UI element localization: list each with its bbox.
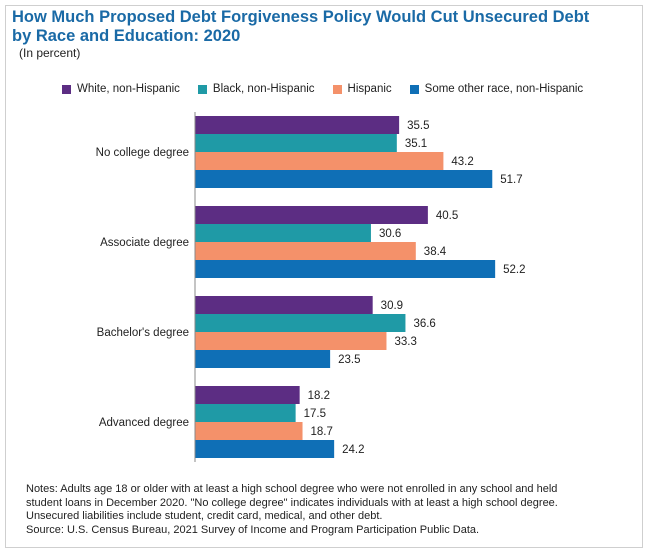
category-label: Advanced degree [99,417,189,429]
data-label: 38.4 [424,246,447,258]
category-label: Bachelor's degree [97,327,189,339]
notes: Notes: Adults age 18 or older with at le… [26,483,636,537]
legend-item-3: Some other race, non-Hispanic [409,83,584,95]
data-label: 52.2 [503,264,525,276]
data-label: 43.2 [451,156,473,168]
category-label: No college degree [96,147,189,159]
bar [195,224,371,242]
data-label: 18.2 [308,390,330,402]
notes-line-3: Unsecured liabilities include student, c… [26,510,383,522]
bar [195,152,444,170]
legend: White, non-Hispanic Black, non-Hispanic Hi… [62,81,601,97]
legend-item-1: Black, non-Hispanic [197,83,315,95]
chart-frame [5,5,643,548]
bar [195,440,335,458]
legend-item-2: Hispanic [332,83,392,95]
legend-item-0: White, non-Hispanic [62,83,180,95]
data-label: 35.5 [407,120,429,132]
data-label: 30.9 [381,300,403,312]
data-label: 17.5 [304,408,326,420]
bar [195,386,300,404]
legend-label: White, non-Hispanic [77,83,180,95]
category-label: Associate degree [100,237,189,249]
title-line-2: by Race and Education: 2020 [12,27,241,45]
data-label: 40.5 [436,210,458,222]
data-label: 36.6 [413,318,435,330]
bar [195,422,303,440]
data-label: 35.1 [405,138,427,150]
chart-title: How Much Proposed Debt Forgiveness Polic… [12,8,632,46]
bar [195,314,406,332]
data-label: 23.5 [338,354,360,366]
bar [195,350,331,368]
legend-swatch [409,84,419,94]
bar [195,134,397,152]
bar [195,242,416,260]
bar [195,206,428,224]
data-label: 33.3 [394,336,416,348]
legend-swatch [62,84,71,94]
bar [195,116,400,134]
legend-swatch [332,84,342,94]
legend-swatch [197,84,207,94]
bar [195,404,296,422]
title-line-1: How Much Proposed Debt Forgiveness Polic… [12,8,590,26]
notes-line-2: student loans in December 2020. "No coll… [26,496,558,509]
data-label: 24.2 [342,444,364,456]
bar [195,260,496,278]
chart-subtitle: (In percent) [19,46,81,60]
data-label: 30.6 [379,228,401,240]
data-label: 18.7 [311,426,333,438]
legend-label: Black, non-Hispanic [212,83,315,95]
bar [195,296,373,314]
notes-line-1: Notes: Adults age 18 or older with at le… [26,483,558,495]
legend-label: Hispanic [347,83,392,95]
legend-label: Some other race, non-Hispanic [424,83,584,95]
source-line: Source: U.S. Census Bureau, 2021 Survey … [26,523,480,536]
bar [195,170,493,188]
data-label: 51.7 [500,174,522,186]
bar [195,332,387,350]
